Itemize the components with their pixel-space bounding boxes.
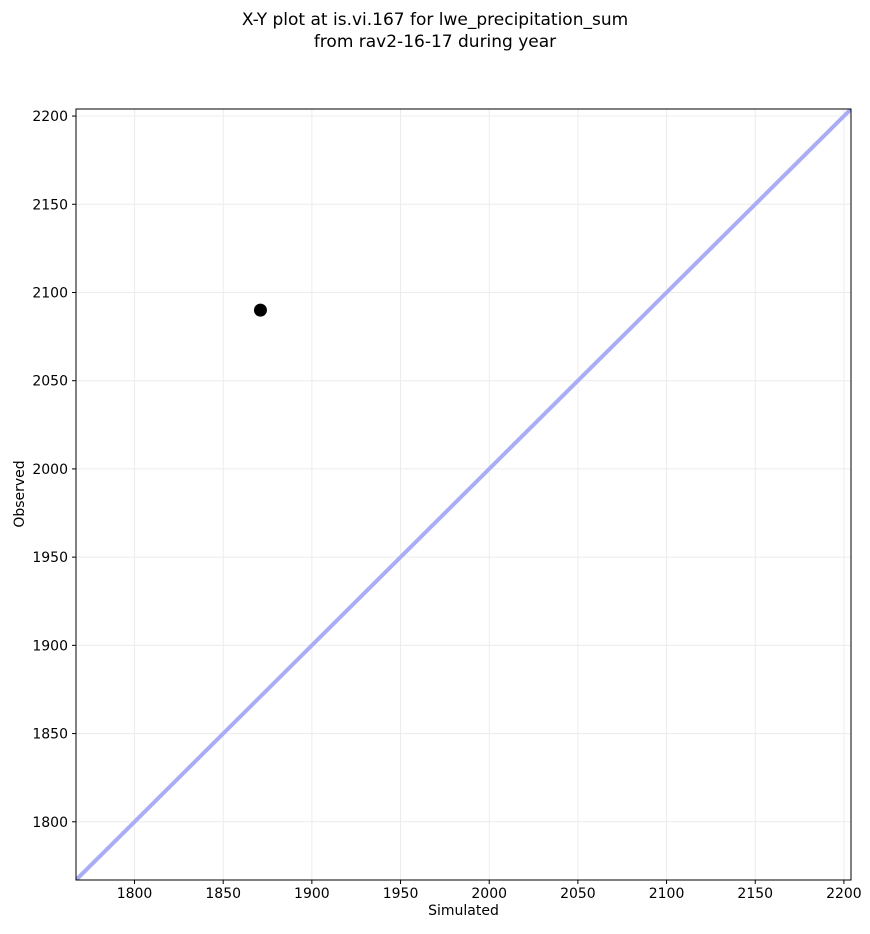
plot-data-layer bbox=[76, 109, 851, 880]
y-tick-label: 2050 bbox=[32, 374, 68, 390]
y-tick-label: 2150 bbox=[32, 197, 68, 213]
axes-spines bbox=[75, 108, 852, 881]
x-tick-label: 2100 bbox=[649, 886, 685, 902]
y-axis-label: Observed bbox=[12, 460, 28, 528]
x-tick-label: 1950 bbox=[383, 886, 419, 902]
y-tick-label: 1800 bbox=[32, 815, 68, 831]
data-point bbox=[253, 303, 267, 317]
x-tick-label: 2050 bbox=[560, 886, 596, 902]
y-tick-label: 1900 bbox=[32, 638, 68, 654]
y-tick-label: 2000 bbox=[32, 462, 68, 478]
chart-title-line-1: X-Y plot at is.vi.167 for lwe_precipitat… bbox=[241, 10, 629, 30]
y-tick-label: 1950 bbox=[32, 550, 68, 566]
x-tick-label: 2200 bbox=[826, 886, 862, 902]
x-tick-label: 1800 bbox=[117, 886, 153, 902]
x-tick-label: 2000 bbox=[471, 886, 507, 902]
x-tick-label: 1900 bbox=[294, 886, 330, 902]
chart-title-line-2: from rav2-16-17 during year bbox=[313, 32, 557, 52]
y-tick-label: 2100 bbox=[32, 285, 68, 301]
identity-line bbox=[76, 109, 851, 880]
y-tick-label: 1850 bbox=[32, 727, 68, 743]
y-tick-label: 2200 bbox=[32, 109, 68, 125]
x-tick-label: 2150 bbox=[737, 886, 773, 902]
x-tick-label: 1850 bbox=[205, 886, 241, 902]
x-axis-label: Simulated bbox=[428, 903, 499, 919]
chart-title: X-Y plot at is.vi.167 for lwe_precipitat… bbox=[0, 9, 870, 53]
